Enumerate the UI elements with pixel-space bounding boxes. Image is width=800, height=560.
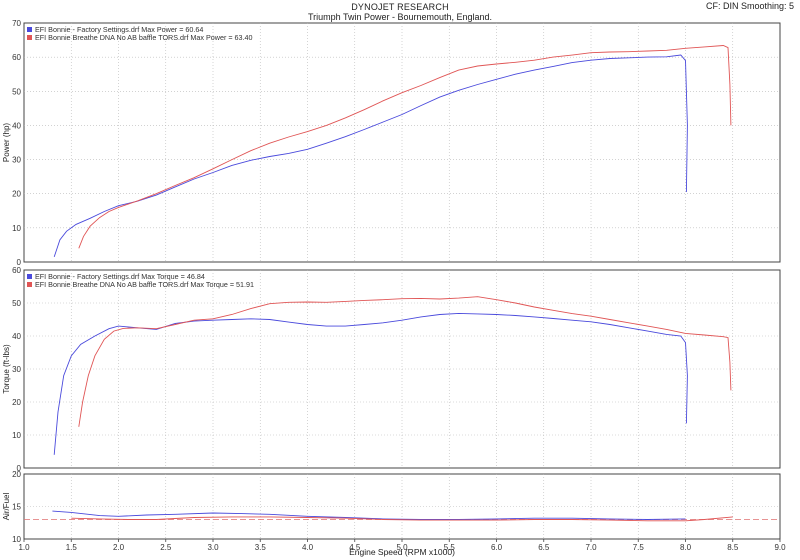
y-tick-label: 30 <box>12 156 21 165</box>
y-tick-label: 10 <box>12 431 21 440</box>
legend-swatch <box>27 282 32 287</box>
x-tick-label: 7.5 <box>633 543 645 552</box>
x-tick-label: 6.0 <box>491 543 503 552</box>
x-tick-label: 7.0 <box>585 543 597 552</box>
legend-label: EFI Bonnie Breathe DNA No AB baffle TORS… <box>35 33 253 42</box>
series-line-1 <box>52 510 686 520</box>
x-tick-label: 9.0 <box>774 543 786 552</box>
series-line-1 <box>53 312 688 455</box>
x-tick-label: 2.0 <box>113 543 125 552</box>
x-axis-label: Engine Speed (RPM x1000) <box>349 547 455 557</box>
x-tick-label: 5.0 <box>396 543 408 552</box>
y-axis-label: Air/Fuel <box>2 492 11 520</box>
y-tick-label: 40 <box>12 332 21 341</box>
x-tick-label: 5.5 <box>444 543 456 552</box>
x-tick-label: 8.0 <box>680 543 692 552</box>
y-tick-label: 10 <box>12 535 21 544</box>
y-tick-label: 30 <box>12 365 21 374</box>
legend-label: EFI Bonnie - Factory Settings.drf Max Po… <box>35 25 203 34</box>
y-tick-label: 50 <box>12 87 21 96</box>
x-tick-label: 8.5 <box>727 543 739 552</box>
y-tick-label: 10 <box>12 224 21 233</box>
chart-header: DYNOJET RESEARCH Triumph Twin Power - Bo… <box>0 0 800 24</box>
y-axis-label: Torque (ft-lbs) <box>2 344 11 394</box>
x-tick-label: 4.5 <box>349 543 361 552</box>
correction-smoothing-info: CF: DIN Smoothing: 5 <box>705 1 794 11</box>
y-tick-label: 50 <box>12 299 21 308</box>
legend-swatch <box>27 35 32 40</box>
y-tick-label: 15 <box>12 503 21 512</box>
y-tick-label: 20 <box>12 470 21 479</box>
chart-title: DYNOJET RESEARCH <box>351 2 449 12</box>
y-tick-label: 60 <box>12 266 21 275</box>
x-tick-label: 1.0 <box>18 543 30 552</box>
x-tick-label: 1.5 <box>66 543 78 552</box>
legend-label: EFI Bonnie - Factory Settings.drf Max To… <box>35 272 205 281</box>
series-line-2 <box>78 296 732 427</box>
y-axis-label: Power (hp) <box>2 123 11 162</box>
y-tick-label: 70 <box>12 19 21 28</box>
series-line-2 <box>71 516 733 522</box>
x-tick-label: 6.5 <box>538 543 550 552</box>
y-tick-label: 60 <box>12 53 21 62</box>
y-tick-label: 40 <box>12 121 21 130</box>
y-tick-label: 0 <box>17 464 22 473</box>
legend-swatch <box>27 27 32 32</box>
x-tick-label: 3.0 <box>207 543 219 552</box>
chart-subtitle: Triumph Twin Power - Bournemouth, Englan… <box>307 12 493 22</box>
x-tick-label: 4.0 <box>302 543 314 552</box>
x-tick-label: 2.5 <box>160 543 172 552</box>
y-tick-label: 0 <box>17 258 22 267</box>
series-line-1 <box>53 54 688 258</box>
series-line-2 <box>78 45 732 249</box>
legend-swatch <box>27 274 32 279</box>
plot-frame <box>23 22 781 263</box>
y-tick-label: 20 <box>12 398 21 407</box>
y-tick-label: 20 <box>12 190 21 199</box>
x-tick-label: 3.5 <box>255 543 267 552</box>
legend-label: EFI Bonnie Breathe DNA No AB baffle TORS… <box>35 280 254 289</box>
